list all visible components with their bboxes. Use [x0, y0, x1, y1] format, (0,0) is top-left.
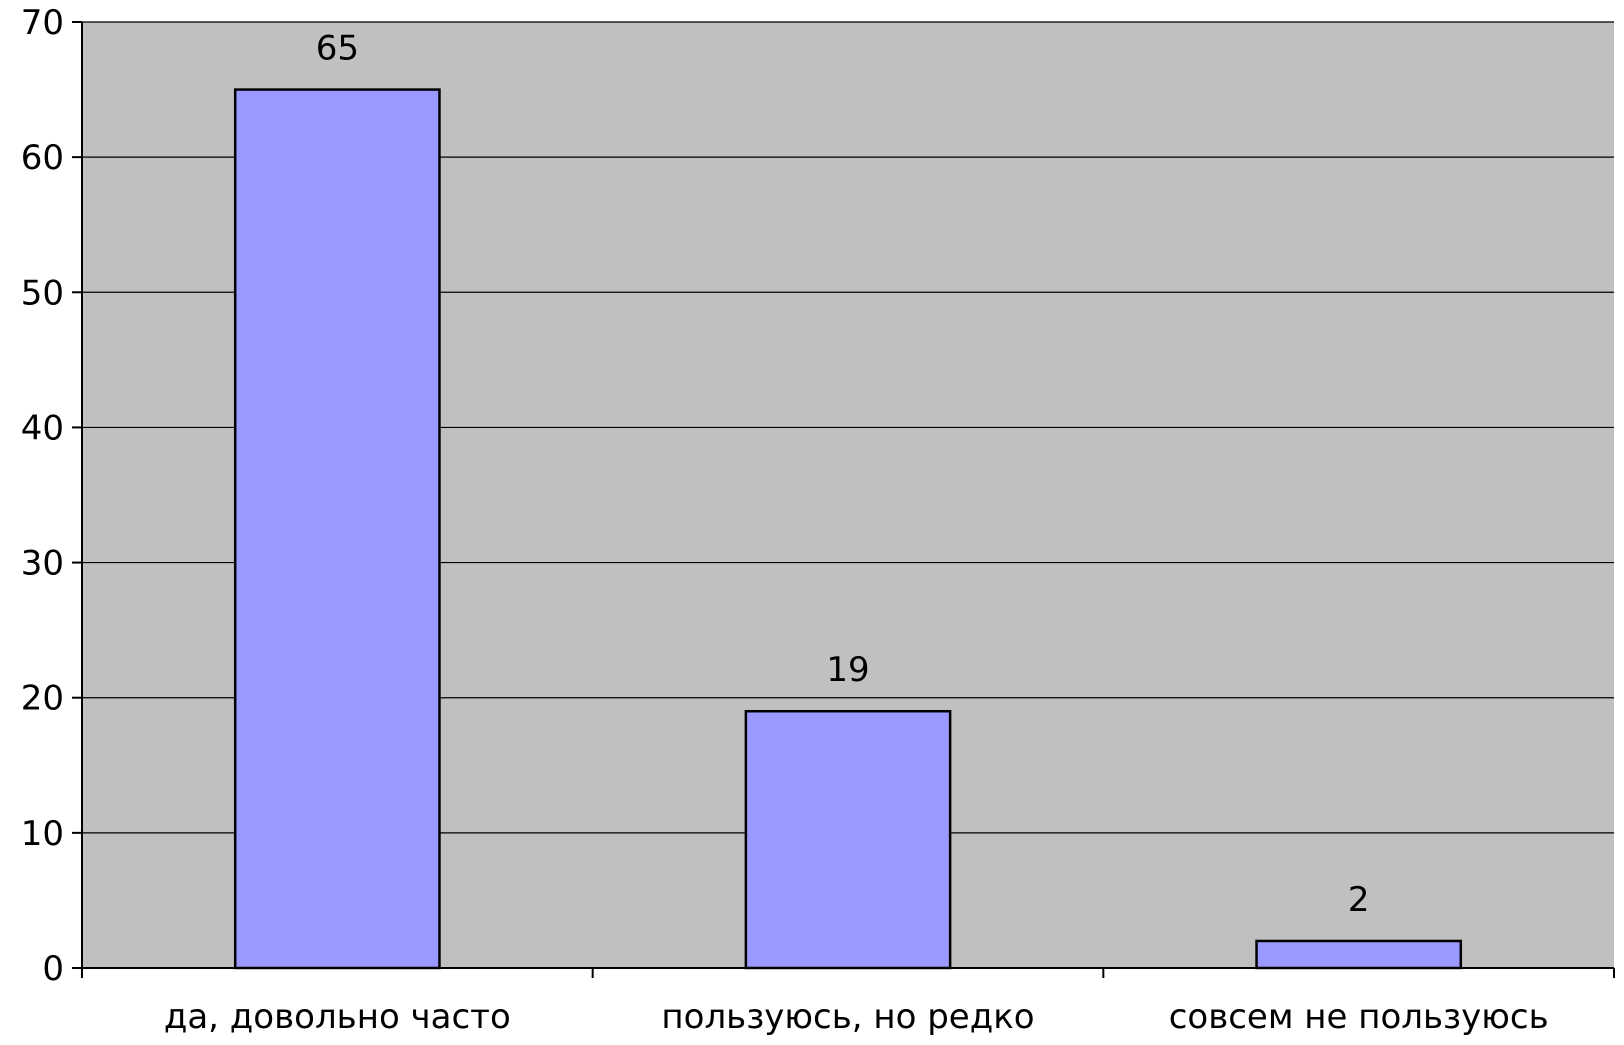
data-label: 19 — [826, 650, 869, 690]
y-axis-ticks: 0 10 20 30 40 50 60 70 — [21, 3, 82, 989]
y-tick-label: 60 — [21, 138, 64, 178]
y-tick-label: 10 — [21, 814, 64, 854]
category-label: да, довольно часто — [164, 997, 511, 1037]
y-tick-label: 30 — [21, 544, 64, 584]
bar — [233, 88, 441, 970]
y-tick-label: 40 — [21, 408, 64, 448]
data-label: 2 — [1348, 880, 1370, 920]
bar — [744, 709, 952, 970]
data-labels: 65 19 2 — [316, 29, 1370, 920]
category-label: совсем не пользуюсь — [1169, 997, 1549, 1037]
category-labels: да, довольно часто пользуюсь, но редко сов… — [164, 997, 1549, 1037]
y-tick-label: 50 — [21, 273, 64, 313]
x-axis-ticks — [81, 968, 1615, 978]
y-tick-label: 20 — [21, 679, 64, 719]
y-tick-label: 0 — [42, 949, 64, 989]
data-label: 65 — [316, 29, 359, 69]
bar — [1255, 939, 1463, 970]
axes — [81, 22, 1614, 969]
y-tick-label: 70 — [21, 3, 64, 43]
category-label: пользуюсь, но редко — [661, 997, 1034, 1037]
